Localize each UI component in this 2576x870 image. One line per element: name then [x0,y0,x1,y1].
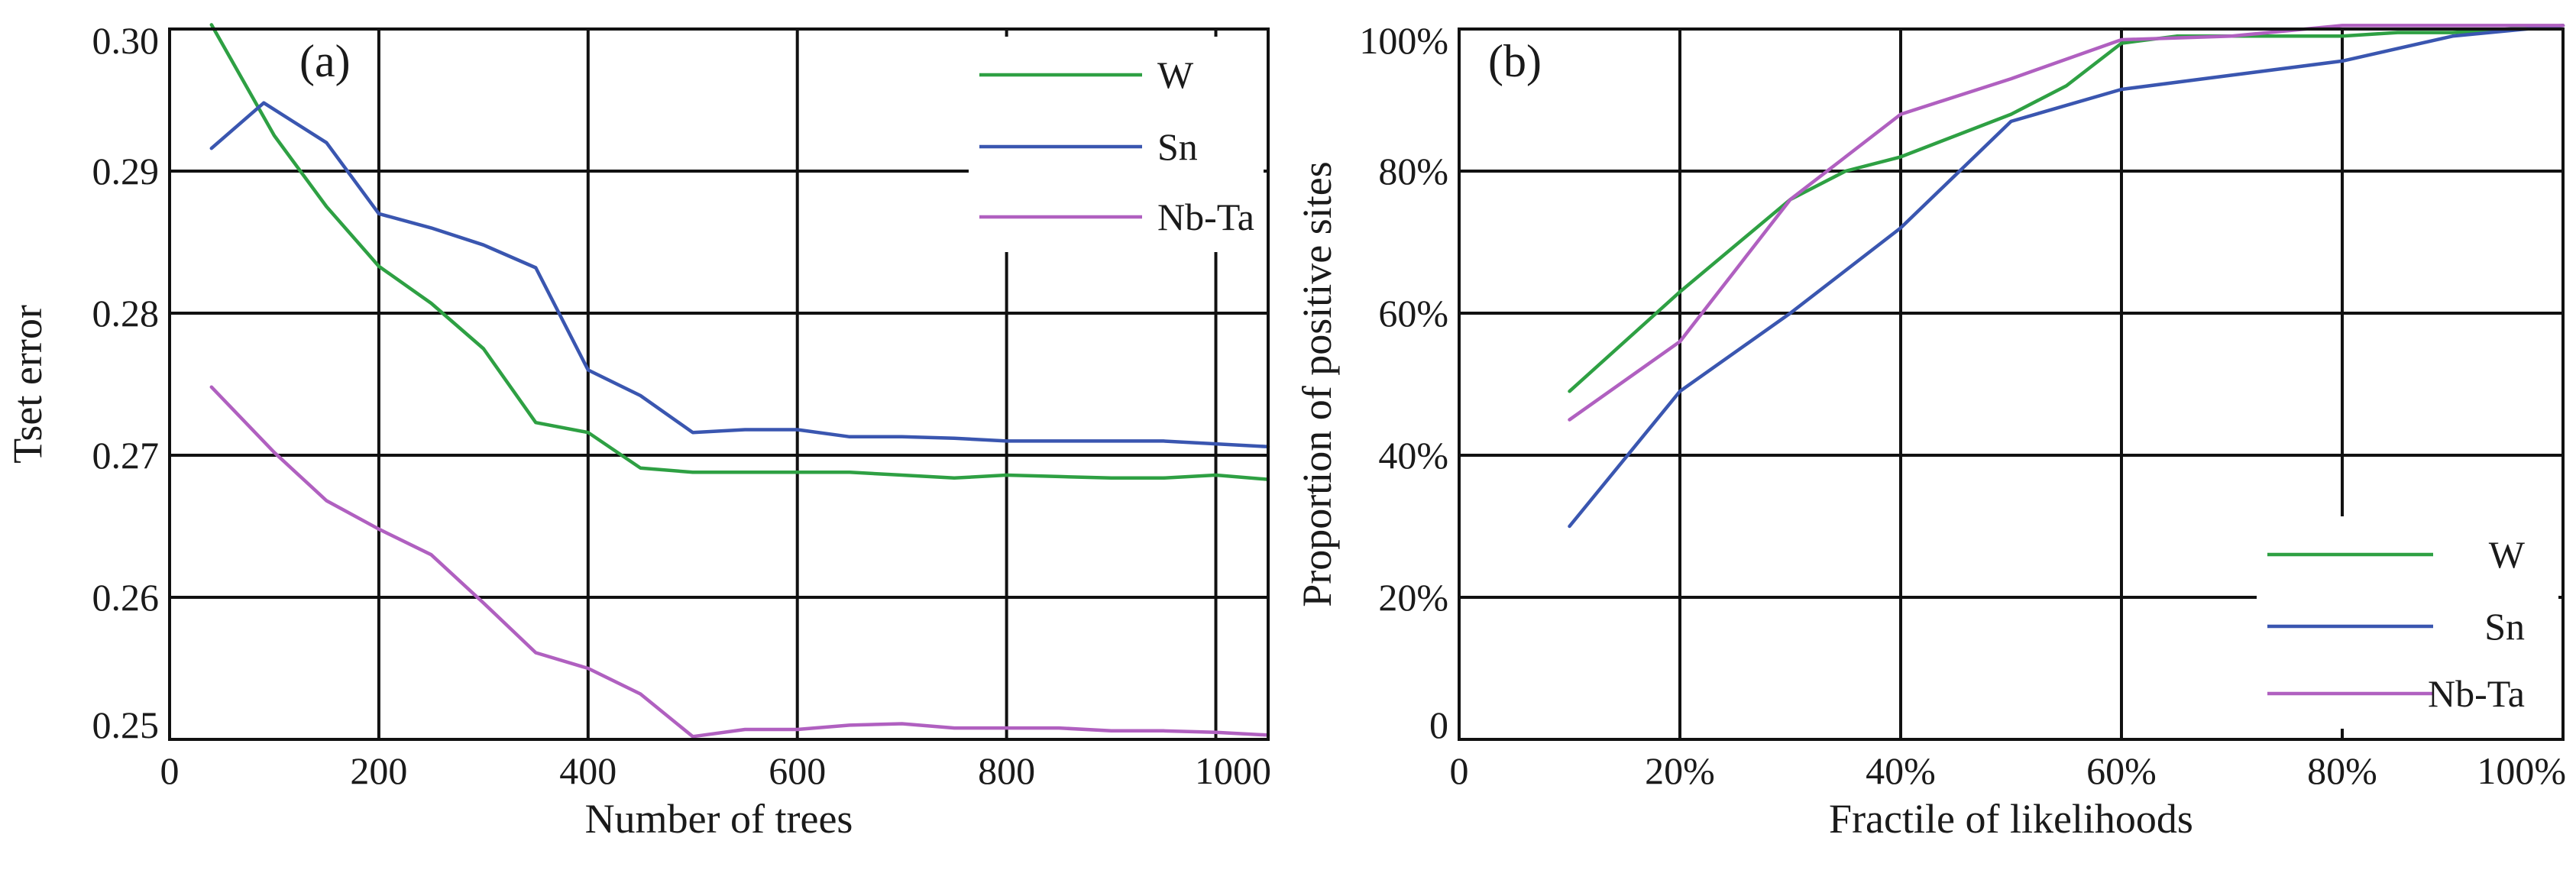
legend-label-a-0: W [1157,53,1194,96]
x-tick-label-a-0: 0 [160,749,180,792]
legend-label-b-0: W [2489,533,2526,576]
series-line-b-nb-ta [1568,24,2565,422]
y-tick-label-b-1: 20% [1378,576,1448,619]
x-tick-label-b-1: 20% [1645,749,1715,792]
series-line-b-w [1568,24,2565,393]
series-line-a-nb-ta [209,385,1270,739]
series-line-a-w [209,23,1270,481]
plot-frame-a [168,27,1270,741]
y-tick-label-a-0: 0.25 [92,703,160,746]
y-tick-label-b-0: 0 [1429,703,1448,746]
series-line-a-sn [209,101,1270,449]
y-tick-label-a-3: 0.28 [92,292,160,335]
legend-label-b-1: Sn [2484,605,2525,648]
x-tick-label-b-2: 40% [1866,749,1936,792]
x-tick-label-b-3: 60% [2086,749,2157,792]
x-tick-label-a-2: 400 [559,749,616,792]
legend-label-a-2: Nb-Ta [1157,196,1254,238]
y-tick-label-b-2: 40% [1378,434,1448,477]
panel-b: W Sn Nb-Ta 0 20% 40% 60% 80% 100% 0 20% 40% 60% 80% 10… [1294,19,2566,842]
x-tick-label-b-4: 80% [2307,749,2377,792]
x-tick-label-b-5: 100% [2477,749,2566,792]
y-tick-label-b-3: 60% [1378,292,1448,335]
legend-label-a-1: Sn [1157,125,1198,168]
x-axis-label-a: Number of trees [585,796,853,842]
panel-a: W Sn Nb-Ta 0 200 400 600 800 1000 0.25 0.26 0.27 0.2… [5,19,1271,842]
legend-label-b-2: Nb-Ta [2428,672,2525,715]
y-tick-label-b-5: 100% [1359,19,1448,62]
y-axis-label-b: Proportion of positive sites [1294,161,1340,606]
x-tick-label-a-3: 600 [769,749,826,792]
y-tick-label-a-5: 0.30 [92,19,160,62]
x-tick-label-b-0: 0 [1450,749,1469,792]
y-tick-label-a-1: 0.26 [92,576,160,619]
panel-label-a: (a) [299,36,351,86]
panel-label-b: (b) [1488,36,1542,86]
plot-frame-b [1458,27,2565,741]
y-axis-label-a: Tset error [5,305,50,464]
y-tick-label-b-4: 80% [1378,150,1448,192]
x-tick-label-a-5: 1000 [1195,749,1271,792]
y-tick-label-a-4: 0.29 [92,150,160,192]
series-line-b-sn [1568,24,2565,529]
y-tick-label-a-2: 0.27 [92,434,160,477]
x-axis-label-b: Fractile of likelihoods [1829,796,2193,842]
x-tick-label-a-4: 800 [978,749,1035,792]
x-tick-label-a-1: 200 [350,749,407,792]
